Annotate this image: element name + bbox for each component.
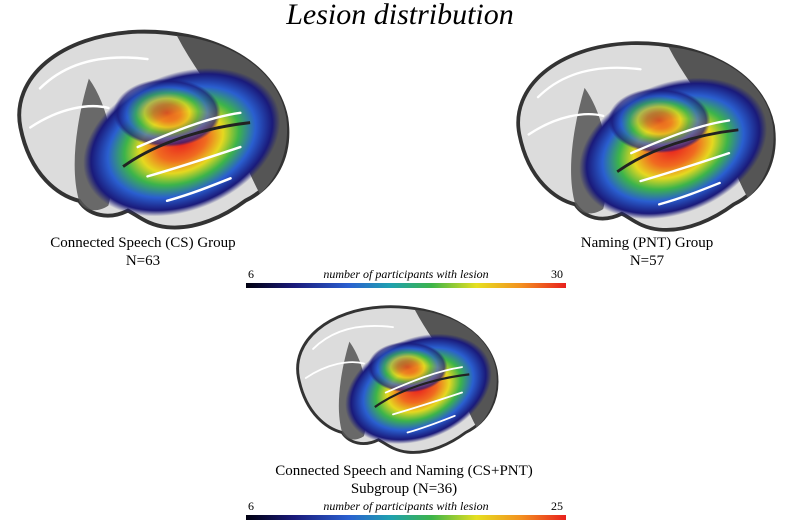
colorbar-max: 30 <box>551 267 563 281</box>
panel-n: N=57 <box>630 253 665 269</box>
colorbar <box>246 283 566 288</box>
panel-label: Connected Speech (CS) Group <box>50 235 235 251</box>
panel-n: Subgroup (N=36) <box>351 481 457 497</box>
colorbar-label: number of participants with lesion <box>323 267 488 281</box>
figure-title: Lesion distribution <box>285 0 514 31</box>
panel-label: Connected Speech and Naming (CS+PNT) <box>275 463 533 479</box>
colorbar-min: 6 <box>248 267 254 281</box>
panel-label: Naming (PNT) Group <box>581 235 713 251</box>
colorbar <box>246 515 566 520</box>
brain-image <box>518 43 788 246</box>
colorbar-max: 25 <box>551 499 563 513</box>
colorbar-min: 6 <box>248 499 254 513</box>
brain-image <box>296 305 502 458</box>
panel-n: N=63 <box>126 253 160 269</box>
brain-image <box>17 29 295 235</box>
colorbar-label: number of participants with lesion <box>323 499 488 513</box>
